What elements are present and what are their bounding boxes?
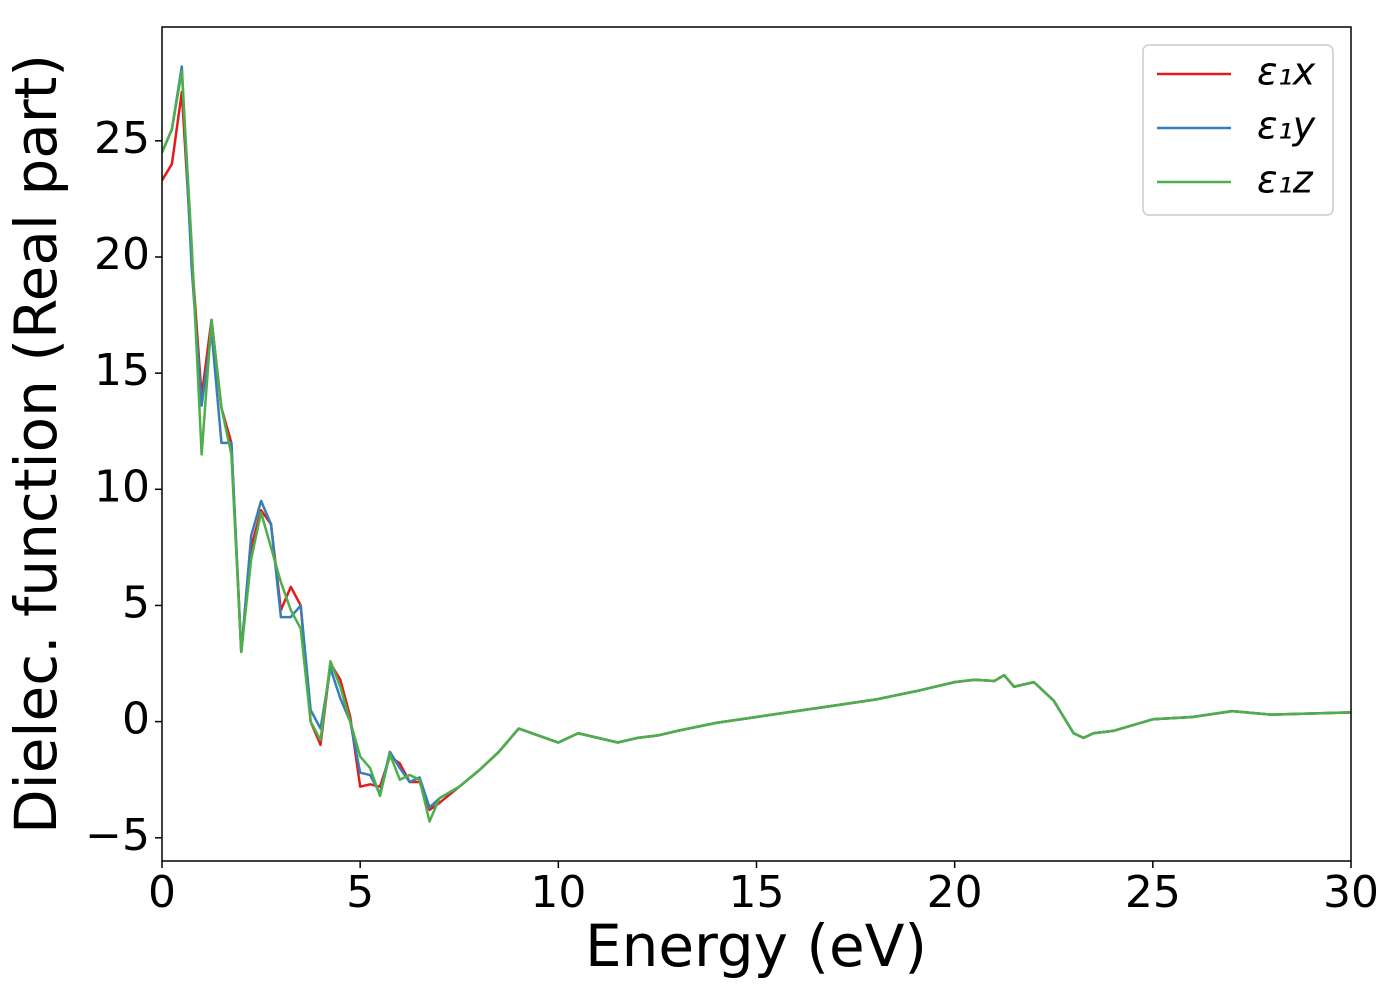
x-tick-label: 30: [1323, 867, 1379, 918]
legend-label: ε₁z: [1257, 158, 1314, 202]
y-tick-label: 10: [94, 461, 150, 512]
x-tick-label: 10: [530, 867, 586, 918]
y-tick-label: 5: [122, 577, 150, 628]
x-tick-label: 0: [148, 867, 176, 918]
plot-frame: [161, 26, 1352, 862]
legend-label: ε₁x: [1257, 50, 1316, 94]
y-tick-label: 20: [94, 229, 150, 280]
x-tick-label: 20: [927, 867, 983, 918]
x-tick-label: 25: [1125, 867, 1181, 918]
y-axis-label: Dielec. function (Real part): [2, 54, 70, 834]
y-tick-label: 15: [94, 345, 150, 396]
x-tick-label: 5: [346, 867, 374, 918]
y-tick-label: −5: [85, 810, 150, 861]
x-tick-label: 15: [729, 867, 785, 918]
y-tick-label: 0: [122, 694, 150, 745]
legend-box: [1142, 44, 1334, 216]
y-tick-label: 25: [94, 113, 150, 164]
data-line: [162, 69, 1351, 823]
legend-label: ε₁y: [1257, 104, 1316, 148]
x-axis-label: Energy (eV): [585, 912, 927, 980]
